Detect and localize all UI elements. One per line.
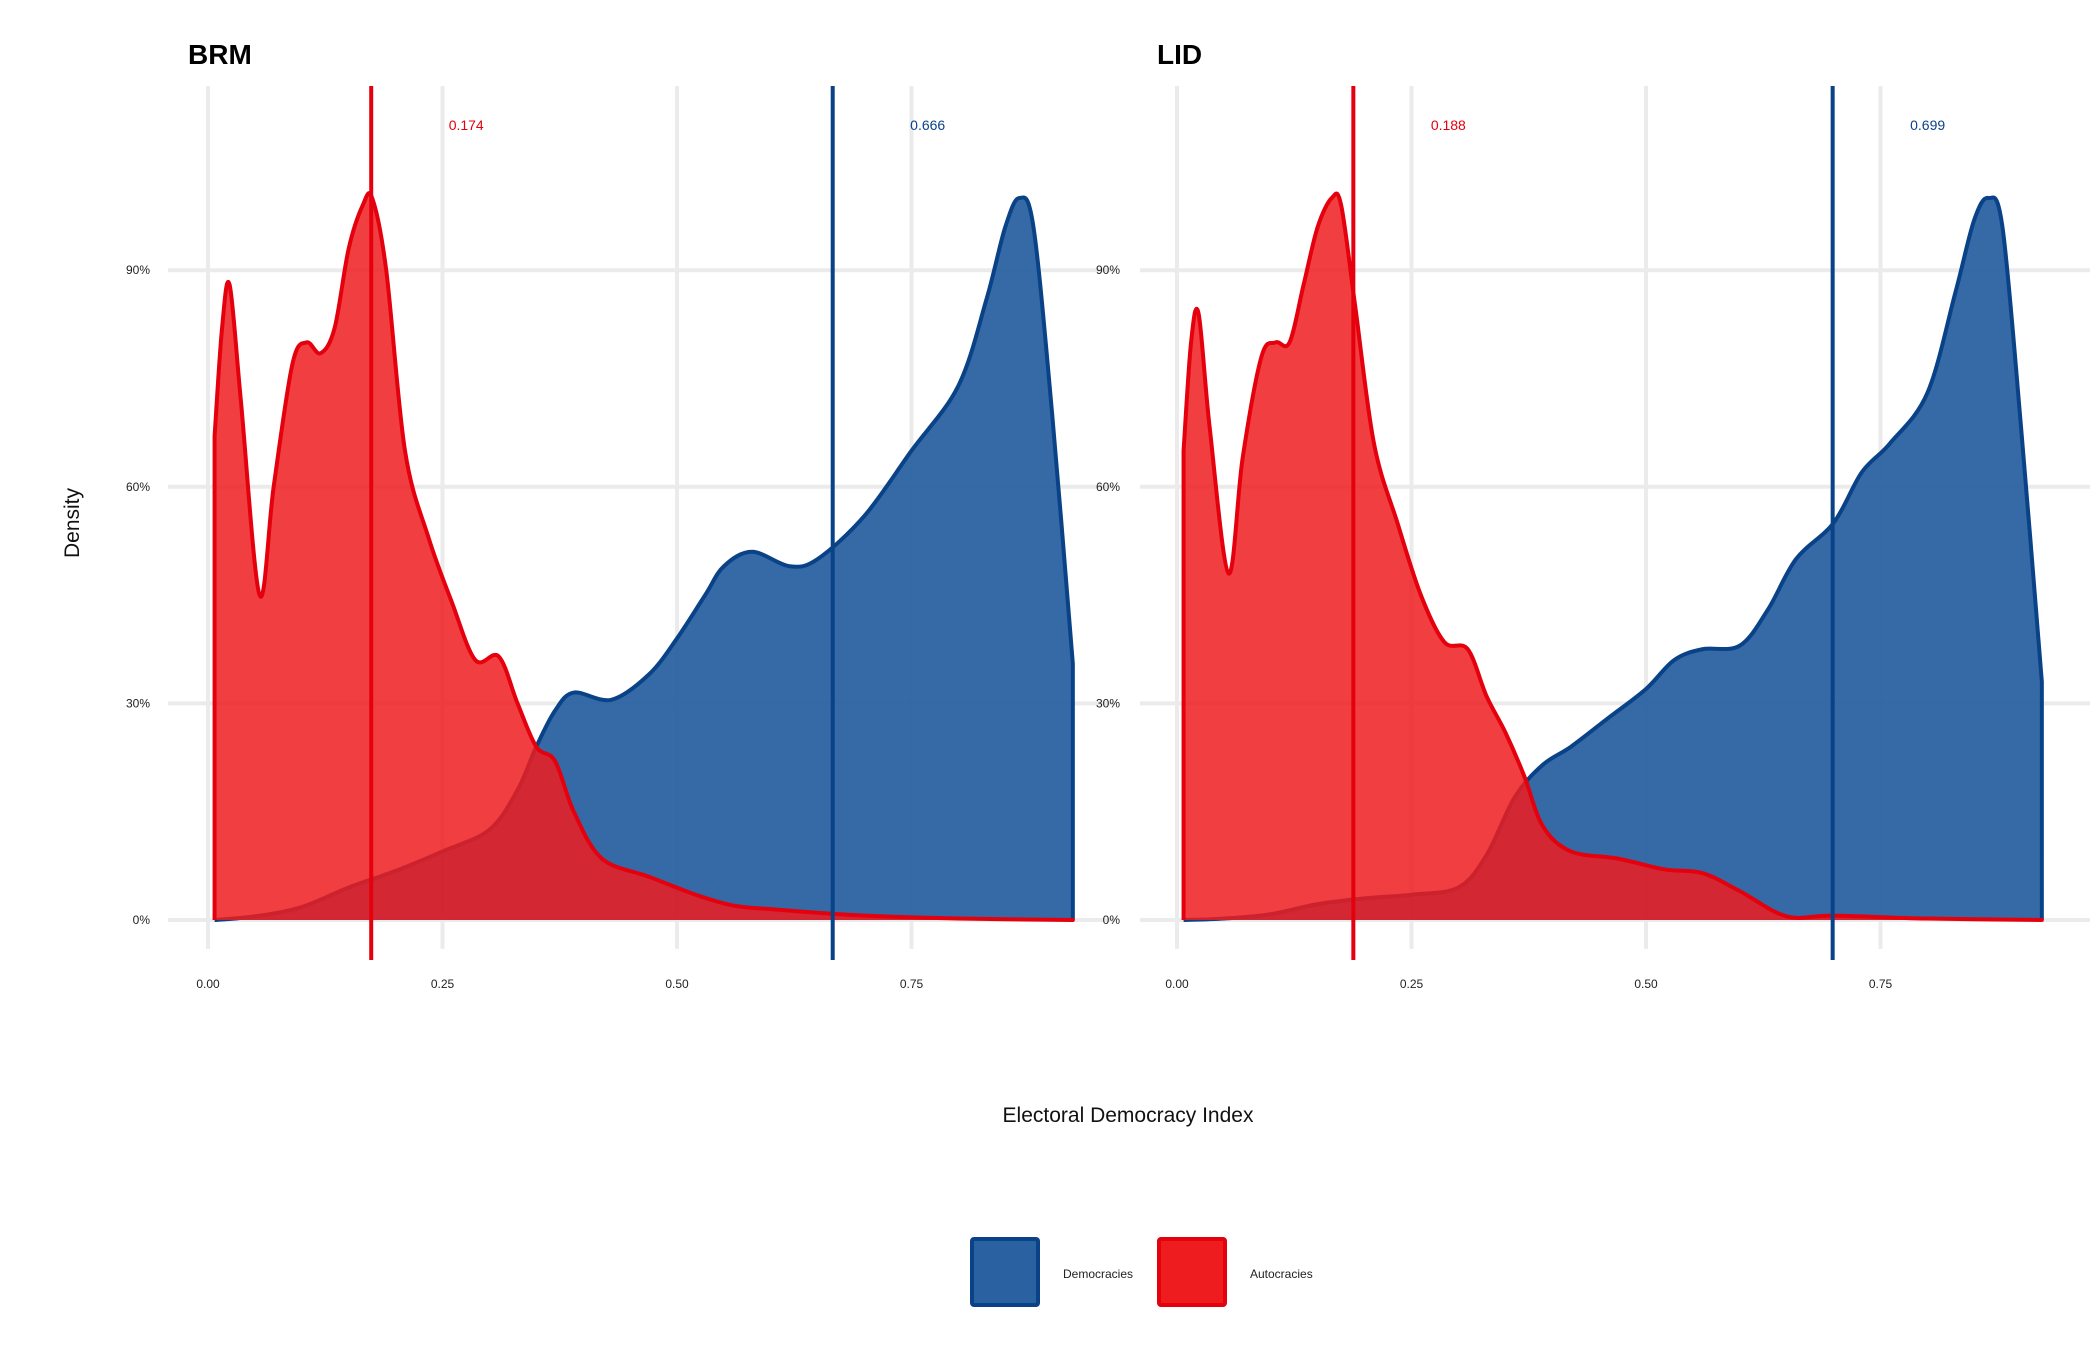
panel-title: LID bbox=[1157, 39, 1202, 70]
density-areas bbox=[1181, 191, 2044, 922]
x-tick-label: 0.50 bbox=[665, 977, 689, 991]
y-tick-label: 0% bbox=[133, 913, 151, 927]
democracies-mean-label: 0.699 bbox=[1910, 117, 1945, 133]
legend-key-autocracies bbox=[1157, 1237, 1227, 1307]
democracies-area bbox=[214, 197, 1073, 920]
y-axis-title: Density bbox=[61, 487, 84, 558]
y-tick-label: 60% bbox=[126, 480, 150, 494]
x-tick-label: 0.75 bbox=[900, 977, 924, 991]
democracies-area bbox=[1183, 197, 2042, 921]
y-tick-label: 30% bbox=[1096, 696, 1120, 710]
autocracies-mean-label: 0.188 bbox=[1431, 117, 1466, 133]
x-tick-label: 0.00 bbox=[196, 977, 220, 991]
x-tick-label: 0.50 bbox=[1634, 977, 1658, 991]
tick-labels: 0% 30% 60% 90% 0.00 0.25 0.50 0.75 bbox=[126, 263, 924, 991]
tick-labels: 0% 30% 60% 90% 0.00 0.25 0.50 0.75 bbox=[1096, 263, 1893, 991]
y-tick-label: 0% bbox=[1103, 913, 1121, 927]
density-areas bbox=[212, 191, 1075, 922]
x-axis-title: Electoral Democracy Index bbox=[1003, 1104, 1254, 1127]
x-tick-label: 0.25 bbox=[1400, 977, 1424, 991]
legend-label-autocracies: Autocracies bbox=[1250, 1267, 1313, 1281]
x-tick-label: 0.25 bbox=[431, 977, 455, 991]
x-tick-label: 0.75 bbox=[1869, 977, 1893, 991]
y-tick-label: 90% bbox=[126, 263, 150, 277]
autocracies-area bbox=[214, 193, 1073, 920]
panel-lid: 0.188 0.699 0% 30% 60% 90% 0.00 0.25 0.50 0.75 L… bbox=[1096, 39, 2090, 991]
democracies-mean-label: 0.666 bbox=[910, 117, 945, 133]
panel-title: BRM bbox=[188, 39, 252, 70]
y-tick-label: 90% bbox=[1096, 263, 1120, 277]
autocracies-outline bbox=[212, 191, 1073, 922]
autocracies-mean-label: 0.174 bbox=[449, 117, 484, 133]
autocracies-area bbox=[1183, 193, 2042, 921]
x-tick-label: 0.00 bbox=[1165, 977, 1189, 991]
legend-label-democracies: Democracies bbox=[1063, 1267, 1133, 1281]
y-tick-label: 60% bbox=[1096, 480, 1120, 494]
mean-lines: 0.174 0.666 bbox=[369, 86, 945, 960]
legend: Democracies Autocracies bbox=[970, 1237, 1313, 1307]
y-tick-label: 30% bbox=[126, 696, 150, 710]
autocracies-outline bbox=[1181, 191, 2042, 922]
panel-brm: 0.174 0.666 0% 30% 60% 90% 0.00 0.25 0.50 0.75 B… bbox=[126, 39, 1115, 991]
legend-key-democracies bbox=[970, 1237, 1040, 1307]
mean-lines: 0.188 0.699 bbox=[1351, 86, 1945, 960]
